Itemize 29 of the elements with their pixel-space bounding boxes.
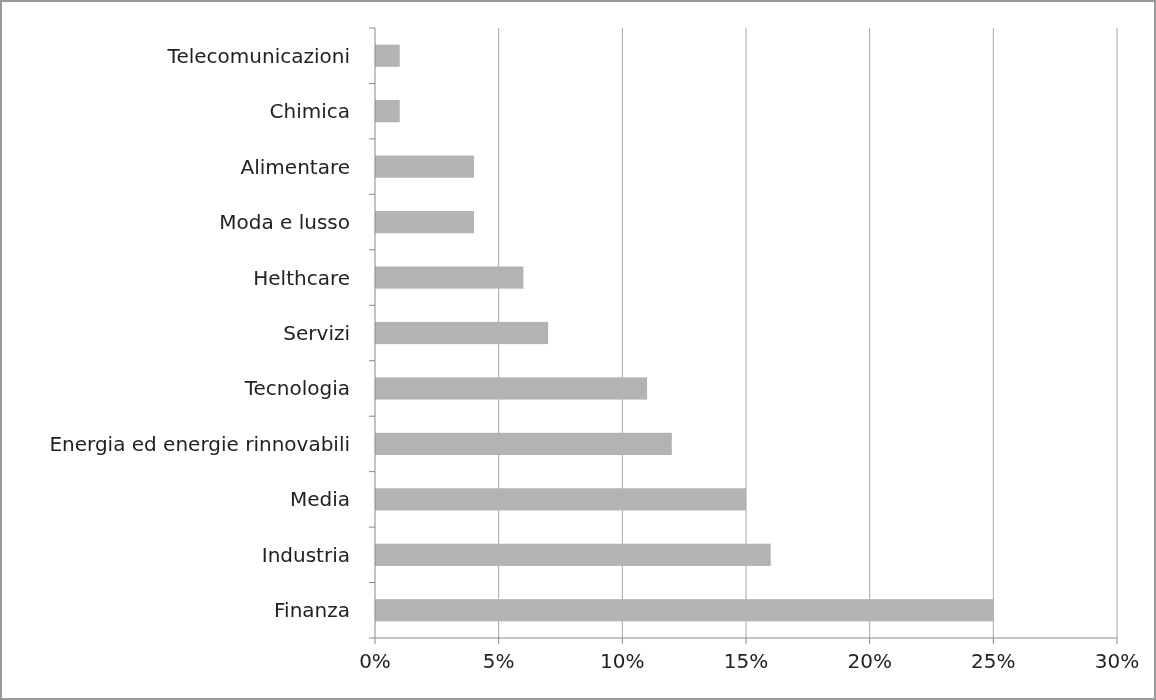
x-tick-label: 0% xyxy=(359,649,391,673)
x-tick-label: 25% xyxy=(971,649,1016,673)
y-tick-label: Finanza xyxy=(274,598,350,623)
bar xyxy=(375,211,474,234)
y-tick-label: Media xyxy=(289,487,350,512)
y-tick-label: Servizi xyxy=(283,321,350,345)
y-tick-label: Energia ed energie rinnovabili xyxy=(49,431,350,456)
x-tick-label: 15% xyxy=(723,649,769,673)
x-tick-label: 20% xyxy=(847,649,892,673)
bar xyxy=(375,543,771,566)
bar xyxy=(375,44,400,67)
bar xyxy=(375,266,524,289)
bar xyxy=(375,599,994,622)
x-tick-label: 5% xyxy=(482,649,515,673)
x-tick-label: 30% xyxy=(1094,649,1140,673)
x-tick-label: 10% xyxy=(600,649,645,673)
y-tick-label: Chimica xyxy=(269,99,350,124)
bar xyxy=(375,100,400,123)
y-tick-label: Industria xyxy=(261,542,350,567)
bar xyxy=(375,377,648,400)
y-tick-label: Helthcare xyxy=(253,265,350,290)
bar xyxy=(375,488,746,511)
bar xyxy=(375,321,549,345)
bar xyxy=(375,432,672,455)
bar xyxy=(375,155,474,178)
y-tick-label: Alimentare xyxy=(240,154,350,179)
y-tick-label: Tecnologia xyxy=(243,376,350,401)
y-tick-label: Moda e lusso xyxy=(219,210,350,235)
y-tick-label: Telecomunicazioni xyxy=(166,43,350,68)
